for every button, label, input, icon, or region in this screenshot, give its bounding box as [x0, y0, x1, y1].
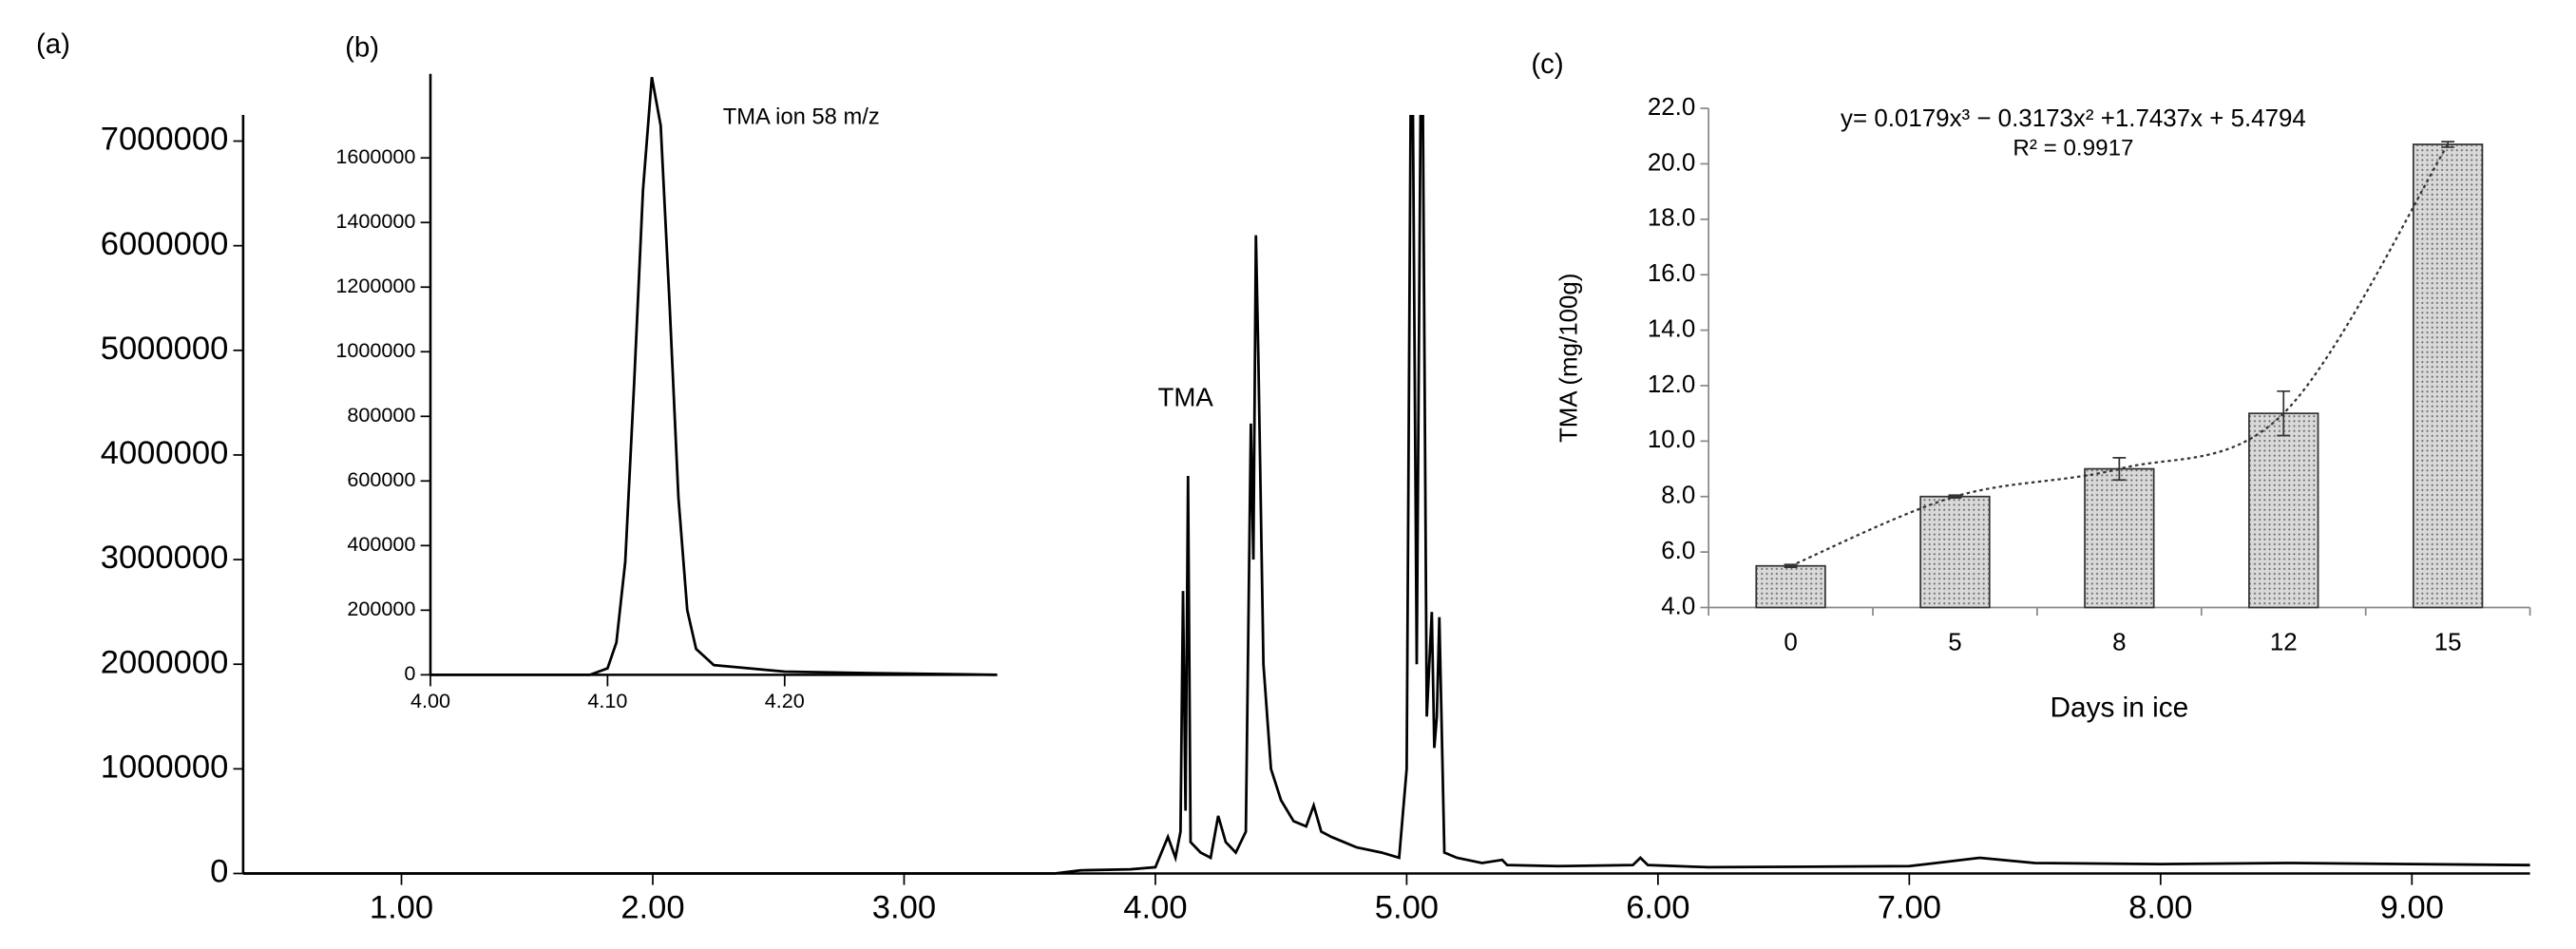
data-line — [242, 114, 2530, 875]
x-tick-label: 1.00 — [370, 890, 433, 926]
y-tick-label: 6000000 — [101, 226, 229, 262]
panel-label: (c) — [1531, 48, 1563, 80]
data-line — [429, 76, 998, 676]
y-tick-label: 1600000 — [335, 144, 415, 168]
panel-label: (a) — [36, 28, 70, 60]
y-tick-label: 200000 — [347, 597, 415, 620]
x-tick-label: 6.00 — [1626, 890, 1689, 926]
x-tick-label: 2.00 — [620, 890, 684, 926]
x-tick-label: 8 — [2112, 629, 2126, 655]
bar — [2412, 143, 2484, 609]
y-axis-label: TMA (mg/100g) — [1556, 274, 1583, 444]
bar — [1755, 564, 1826, 609]
x-tick-label: 3.00 — [872, 890, 936, 926]
x-tick-label: 4.10 — [587, 689, 627, 712]
x-tick-label: 7.00 — [1878, 890, 1941, 926]
x-tick-label: 4.00 — [1123, 890, 1187, 926]
x-tick-label: 5.00 — [1375, 890, 1439, 926]
y-tick-label: 4.0 — [1661, 593, 1695, 619]
y-tick-label: 1400000 — [335, 209, 415, 233]
y-tick-label: 400000 — [347, 532, 415, 556]
y-tick-label: 2000000 — [101, 644, 229, 680]
x-tick-label: 8.00 — [2128, 890, 2192, 926]
x-tick-label: 15 — [2434, 629, 2462, 655]
x-tick-label: 12 — [2270, 629, 2298, 655]
y-tick-label: 10.0 — [1648, 427, 1695, 453]
y-tick-label: 600000 — [347, 467, 415, 491]
y-tick-label: 22.0 — [1648, 94, 1695, 121]
y-tick-label: 800000 — [347, 403, 415, 427]
y-tick-label: 7000000 — [101, 122, 229, 158]
y-tick-label: 6.0 — [1661, 538, 1695, 564]
error-bar — [2277, 389, 2291, 437]
y-tick-label: 5000000 — [101, 331, 229, 367]
y-tick-label: 8.0 — [1661, 483, 1695, 509]
y-tick-label: 12.0 — [1648, 371, 1695, 398]
x-tick-label: 5 — [1948, 629, 1961, 655]
y-tick-label: 1000000 — [101, 749, 229, 785]
x-tick-label: 4.00 — [410, 689, 450, 712]
y-tick-label: 3000000 — [101, 540, 229, 576]
equation: y= 0.0179x³ − 0.3173x² +1.7437x + 5.4794 — [1841, 105, 2306, 132]
r-squared: R² = 0.9917 — [2013, 136, 2133, 161]
bar — [1919, 495, 1991, 609]
y-tick-label: 16.0 — [1648, 260, 1695, 287]
bar — [2248, 412, 2319, 609]
x-tick-label: 0 — [1784, 629, 1797, 655]
x-tick-label: 9.00 — [2380, 890, 2444, 926]
trend-line — [1790, 143, 2450, 567]
y-tick-label: 0 — [210, 854, 228, 890]
y-tick-label: 1200000 — [335, 274, 415, 297]
x-tick-label: 4.20 — [765, 689, 805, 712]
y-tick-label: 14.0 — [1648, 315, 1695, 342]
y-tick-label: 0 — [404, 661, 415, 685]
y-tick-label: 20.0 — [1648, 149, 1695, 176]
annotation: TMA — [1157, 382, 1213, 411]
annotation: TMA ion 58 m/z — [723, 104, 880, 130]
y-tick-label: 1000000 — [335, 338, 415, 362]
panel-label: (b) — [345, 32, 379, 64]
y-tick-label: 18.0 — [1648, 205, 1695, 232]
x-axis-label: Days in ice — [2050, 693, 2188, 724]
bar — [2084, 467, 2155, 609]
y-tick-label: 4000000 — [101, 435, 229, 471]
error-bar — [2112, 457, 2127, 482]
